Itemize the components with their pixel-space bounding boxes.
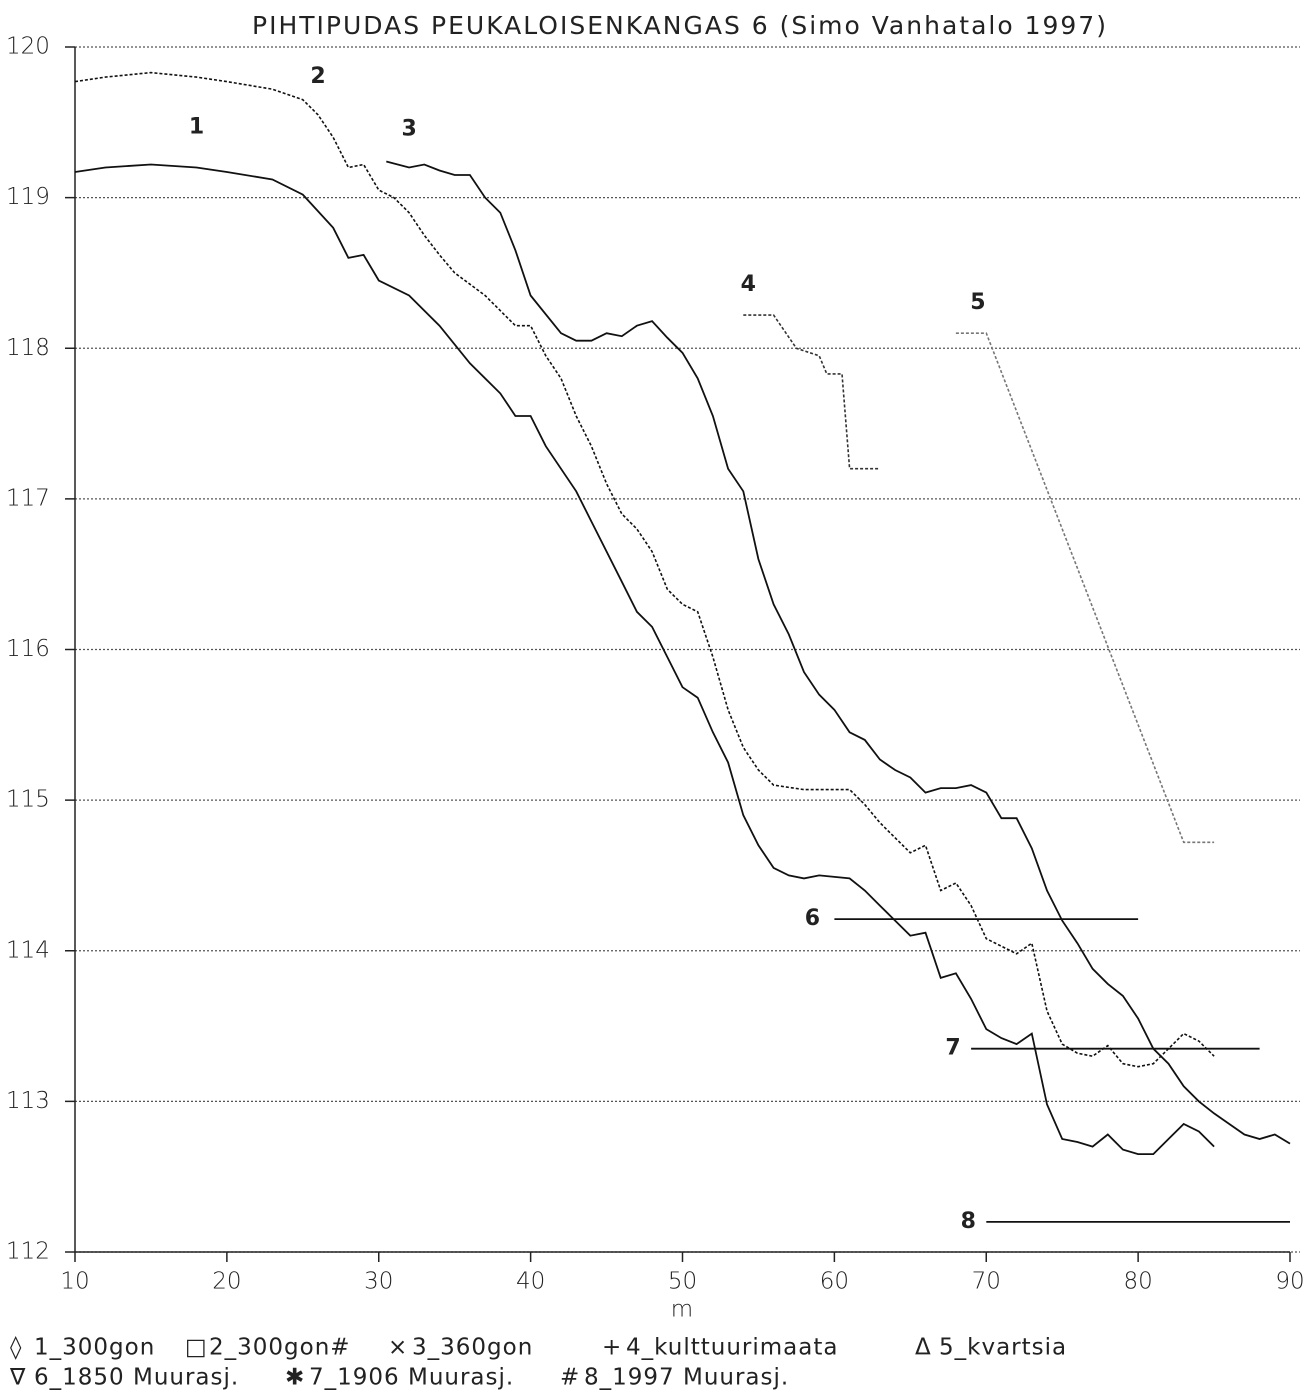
x-axis-label: m <box>671 1297 693 1323</box>
line-label: 1 <box>189 115 204 140</box>
legend-label: 7_1906 Muurasj. <box>309 1365 514 1390</box>
y-tick-label: 118 <box>6 335 50 361</box>
y-tick-label: 113 <box>6 1088 50 1114</box>
x-tick-label: 40 <box>516 1269 545 1295</box>
y-tick-label: 115 <box>6 787 50 813</box>
legend-marker: ✱ <box>285 1365 305 1390</box>
legend-label: 6_1850 Muurasj. <box>34 1365 239 1390</box>
y-tick-label: 114 <box>6 937 50 963</box>
legend-label: 4_kulttuurimaata <box>626 1335 838 1361</box>
legend-marker: Δ <box>915 1335 932 1361</box>
y-tick-label: 117 <box>6 485 50 511</box>
line-label: 5 <box>970 290 985 315</box>
x-tick-label: 10 <box>60 1269 89 1295</box>
series-line <box>74 71 1215 1068</box>
line-label: 6 <box>805 906 820 931</box>
line-label: 7 <box>945 1036 960 1061</box>
y-tick-label: 116 <box>6 636 50 662</box>
x-tick-label: 80 <box>1123 1269 1152 1295</box>
legend-marker: ∇ <box>9 1365 26 1390</box>
line-label: 3 <box>401 117 416 142</box>
x-tick-label: 70 <box>972 1269 1001 1295</box>
legend-label: 3_360gon <box>412 1335 533 1361</box>
x-tick-label: 30 <box>364 1269 393 1295</box>
line-label: 2 <box>310 64 325 89</box>
legend-marker: + <box>602 1335 622 1361</box>
y-tick-label: 120 <box>6 34 50 60</box>
line-label: 8 <box>961 1209 976 1234</box>
legend-label: 2_300gon# <box>209 1335 351 1361</box>
legend-label: 1_300gon <box>34 1335 155 1361</box>
x-tick-label: 50 <box>668 1269 697 1295</box>
legend-marker: ◊ <box>10 1335 22 1361</box>
x-tick-label: 20 <box>212 1269 241 1295</box>
series-line <box>955 332 1215 844</box>
series-line <box>743 314 880 470</box>
series-line <box>74 163 1215 1155</box>
x-tick-label: 90 <box>1275 1269 1304 1295</box>
legend-marker: # <box>560 1365 580 1390</box>
x-tick-label: 60 <box>820 1269 849 1295</box>
legend-marker: × <box>388 1335 408 1361</box>
chart-title: PIHTIPUDAS PEUKALOISENKANGAS 6 (Simo Van… <box>252 11 1108 40</box>
y-tick-label: 112 <box>6 1239 50 1265</box>
series-line <box>386 160 1291 1145</box>
legend-marker: □ <box>185 1335 208 1361</box>
line-label: 4 <box>741 272 756 297</box>
y-tick-label: 119 <box>6 184 50 210</box>
legend-label: 8_1997 Muurasj. <box>584 1365 789 1390</box>
legend-label: 5_kvartsia <box>939 1335 1067 1361</box>
